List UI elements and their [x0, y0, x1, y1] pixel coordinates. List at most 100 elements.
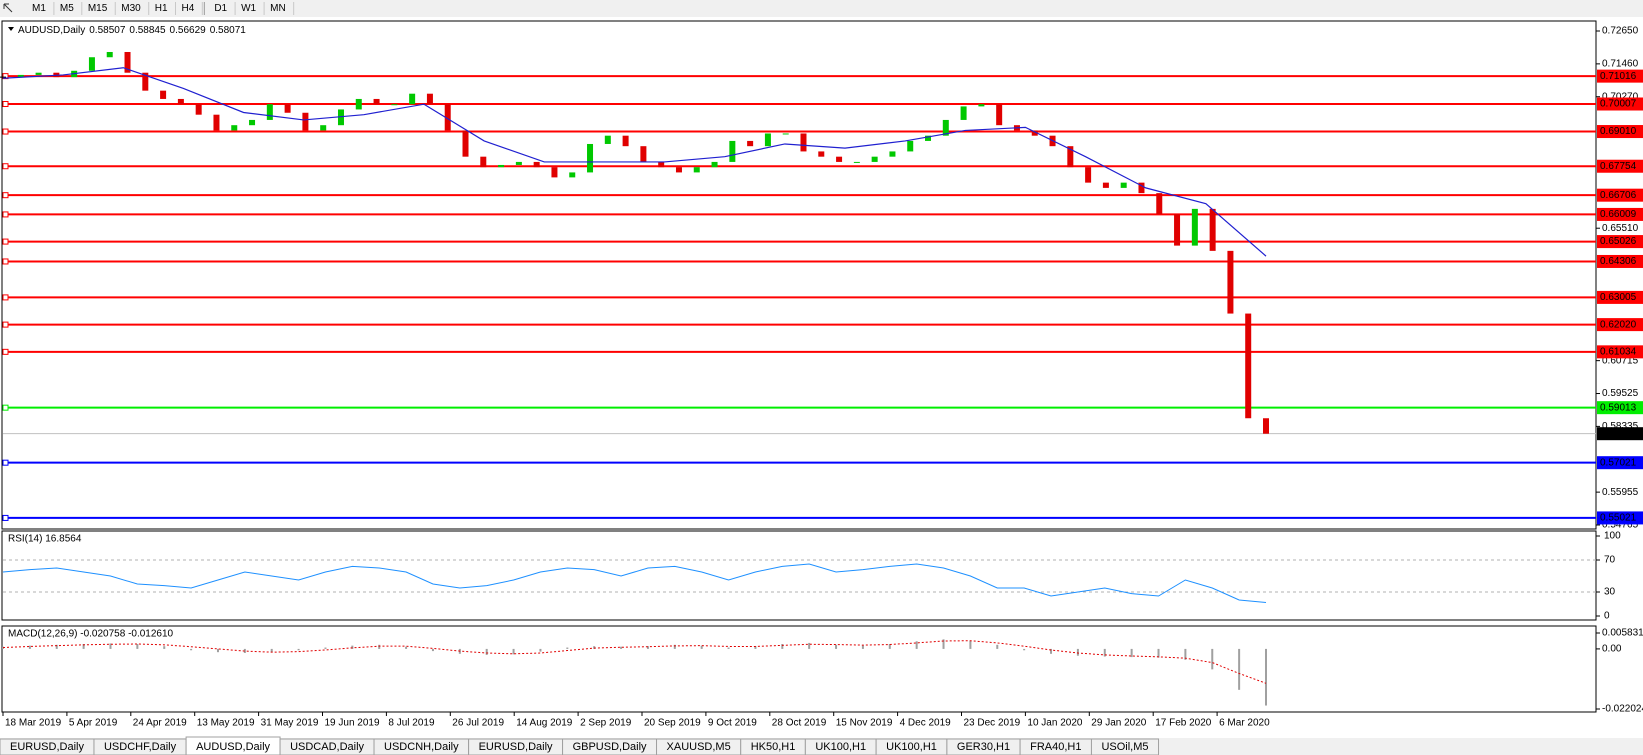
candle [747, 140, 754, 147]
candle [302, 112, 309, 131]
tab-label[interactable]: USOil,M5 [1101, 741, 1148, 753]
candle [142, 72, 149, 91]
x-tick-label: 24 Apr 2019 [133, 718, 187, 729]
macd-bar [942, 639, 945, 649]
candle [249, 119, 256, 126]
macd-bar [324, 647, 327, 649]
level-label: 0.64306 [1600, 256, 1637, 267]
candle [782, 133, 789, 135]
candle [373, 98, 380, 105]
macd-bar [109, 643, 112, 649]
candle [17, 74, 24, 78]
macd-bar [431, 648, 434, 652]
candle [640, 146, 647, 162]
y-tick-label: 0.70270 [1602, 91, 1639, 102]
timeframe-button[interactable]: M30 [121, 3, 141, 14]
timeframe-button[interactable]: M15 [88, 3, 108, 14]
tab-label[interactable]: EURUSD,Daily [10, 741, 84, 753]
candle [124, 51, 131, 73]
macd-bar [673, 644, 676, 649]
tab[interactable] [1090, 738, 1160, 755]
candle [675, 167, 682, 173]
level-label-box [1597, 318, 1643, 332]
level-label: 0.55021 [1600, 513, 1637, 524]
tab-label[interactable]: XAUUSD,M5 [667, 741, 731, 753]
candle [800, 133, 807, 152]
candle [996, 104, 1003, 126]
x-tick-label: 28 Oct 2019 [772, 718, 827, 729]
y-tick-label: 100 [1604, 531, 1621, 542]
timeframe-button[interactable]: H1 [155, 3, 168, 14]
candle [569, 172, 576, 178]
candle [551, 167, 558, 178]
level-handle [2, 192, 9, 199]
tab-label[interactable]: HK50,H1 [751, 741, 796, 753]
timeframe-button[interactable]: MN [270, 3, 286, 14]
level-label-box [1597, 97, 1643, 111]
level-label: 0.57021 [1600, 457, 1637, 468]
level-label: 0.62020 [1600, 319, 1637, 330]
main-plot-frame [1, 20, 1597, 530]
macd-bar [835, 644, 838, 649]
candle [942, 119, 949, 136]
candle [818, 151, 825, 157]
tab-label[interactable]: EURUSD,Daily [479, 741, 553, 753]
macd-bar [969, 640, 972, 649]
tab-label[interactable]: GER30,H1 [957, 741, 1010, 753]
tab-label[interactable]: UK100,H1 [886, 741, 937, 753]
macd-bar [190, 648, 193, 651]
y-tick-label: 0.59525 [1602, 388, 1639, 399]
candle [480, 156, 487, 168]
level-label-box [1597, 69, 1643, 83]
macd-bar [378, 644, 381, 649]
y-tick-label: 30 [1604, 587, 1616, 598]
macd-bar [243, 648, 246, 654]
macd-bar [754, 646, 757, 649]
rsi-line [2, 563, 1267, 604]
x-tick-label: 6 Mar 2020 [1219, 718, 1270, 729]
x-tick-label: 10 Jan 2020 [1027, 718, 1082, 729]
macd-bar [82, 643, 85, 649]
tab-label[interactable]: FRA40,H1 [1030, 741, 1081, 753]
current-price-box [1597, 427, 1643, 441]
candle [1031, 130, 1038, 136]
close: 0.58071 [210, 25, 247, 36]
moving-average [2, 67, 1267, 257]
tab-label[interactable]: GBPUSD,Daily [573, 741, 647, 753]
candle [177, 98, 184, 105]
macd-bar [539, 648, 542, 652]
cursor-icon [3, 3, 13, 13]
candle [1263, 418, 1269, 434]
timeframe-button[interactable]: M1 [32, 3, 46, 14]
tab-label[interactable]: UK100,H1 [815, 741, 866, 753]
candle [978, 104, 985, 107]
tab-label[interactable]: USDCNH,Daily [384, 741, 459, 753]
level-handle [2, 321, 9, 328]
macd-bar [1184, 648, 1187, 660]
x-tick-label: 26 Jul 2019 [452, 718, 504, 729]
macd-bar [216, 648, 219, 653]
candle [960, 106, 967, 120]
candle [925, 135, 932, 141]
symbol: AUDUSD,Daily [18, 25, 85, 36]
candle [498, 164, 505, 168]
open: 0.58507 [89, 25, 126, 36]
timeframe-button[interactable]: H4 [182, 3, 195, 14]
candle [1156, 193, 1163, 215]
timeframe-button[interactable]: D1 [214, 3, 227, 14]
candle [1085, 167, 1092, 183]
level-handle [2, 211, 9, 218]
x-tick-label: 31 May 2019 [261, 718, 319, 729]
timeframe-button[interactable]: W1 [241, 3, 256, 14]
candle [1191, 208, 1198, 246]
tab-label[interactable]: AUDUSD,Daily [196, 741, 270, 753]
tab-label[interactable]: USDCAD,Daily [290, 741, 364, 753]
candle [1209, 208, 1216, 251]
x-tick-label: 15 Nov 2019 [836, 718, 893, 729]
high: 0.58845 [129, 25, 166, 36]
x-tick-label: 4 Dec 2019 [900, 718, 952, 729]
x-tick-label: 2 Sep 2019 [580, 718, 632, 729]
timeframe-button[interactable]: M5 [60, 3, 74, 14]
candle [622, 135, 629, 147]
tab-label[interactable]: USDCHF,Daily [104, 741, 177, 753]
